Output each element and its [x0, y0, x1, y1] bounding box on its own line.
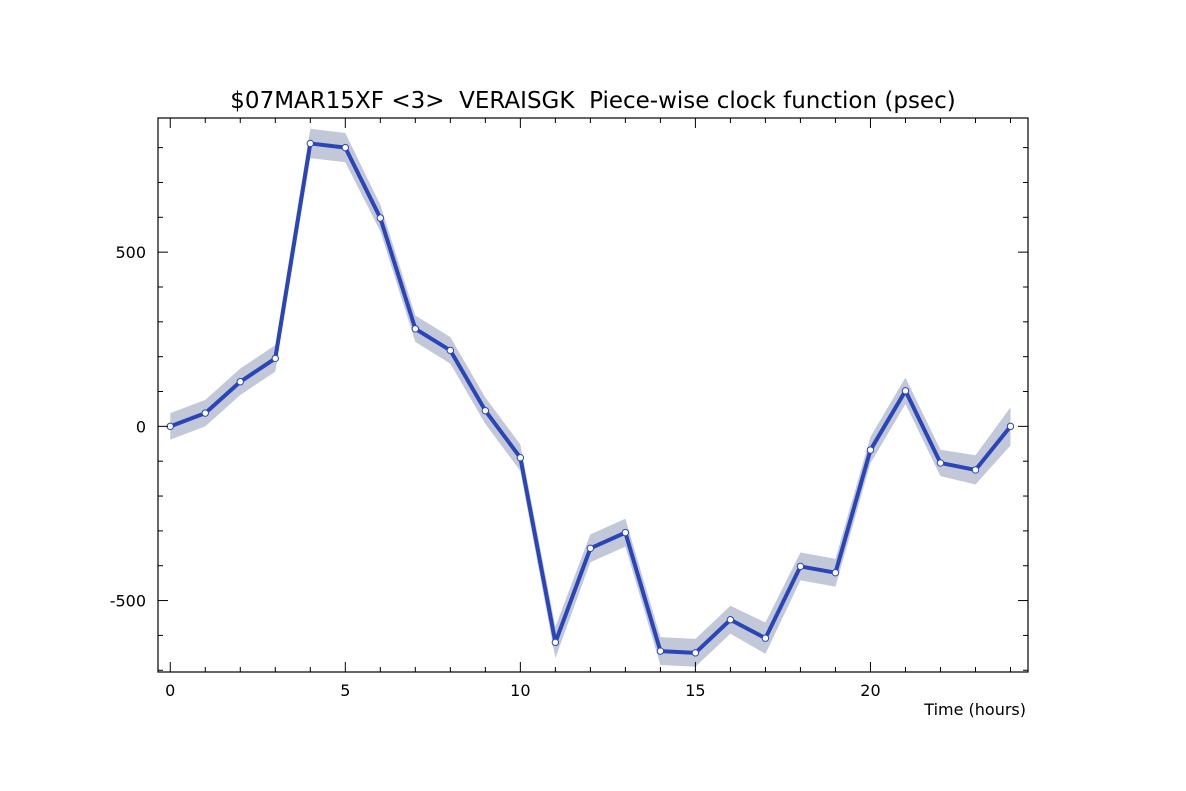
- x-tick-label: 5: [340, 681, 350, 700]
- x-tick-label: 20: [860, 681, 880, 700]
- data-point-layer: [166, 139, 1015, 657]
- data-point: [376, 214, 385, 222]
- data-point: [726, 616, 735, 624]
- data-point: [691, 649, 700, 657]
- data-point: [201, 409, 209, 417]
- x-axis-label: Time (hours): [923, 700, 1026, 719]
- data-point: [446, 346, 455, 355]
- y-tick-label: 0: [136, 417, 146, 436]
- data-point: [831, 568, 840, 577]
- data-point: [551, 638, 560, 647]
- data-point: [341, 143, 350, 152]
- data-point: [516, 454, 525, 462]
- data-point: [586, 544, 595, 553]
- data-point: [656, 647, 665, 655]
- data-point: [481, 406, 490, 415]
- series-line-layer: [169, 141, 1013, 655]
- data-point: [306, 139, 314, 148]
- y-tick-label: -500: [110, 592, 146, 611]
- data-point: [166, 422, 174, 431]
- data-point: [411, 325, 420, 333]
- x-tick-label: 15: [685, 681, 705, 700]
- series-line: [169, 141, 1013, 655]
- data-point: [796, 562, 805, 571]
- data-point: [271, 354, 279, 363]
- chart-title: $07MAR15XF <3> VERAISGK Piece-wise clock…: [230, 88, 955, 114]
- tick-labels: 0 5 10 15 20 -500 0 500: [110, 243, 881, 700]
- data-point: [621, 528, 630, 537]
- x-tick-label: 0: [165, 681, 175, 700]
- error-band: [170, 128, 1011, 667]
- plot-frame: [157, 117, 1029, 673]
- error-band-layer: [170, 128, 1011, 667]
- x-tick-label: 10: [510, 681, 530, 700]
- data-point: [236, 378, 244, 386]
- data-point: [866, 446, 875, 454]
- data-point: [761, 634, 770, 642]
- data-point: [971, 466, 980, 474]
- data-point: [1006, 422, 1015, 431]
- y-tick-label: 500: [115, 243, 146, 262]
- data-point: [936, 459, 945, 467]
- axis-ticks: [158, 118, 1028, 672]
- data-point: [901, 387, 910, 395]
